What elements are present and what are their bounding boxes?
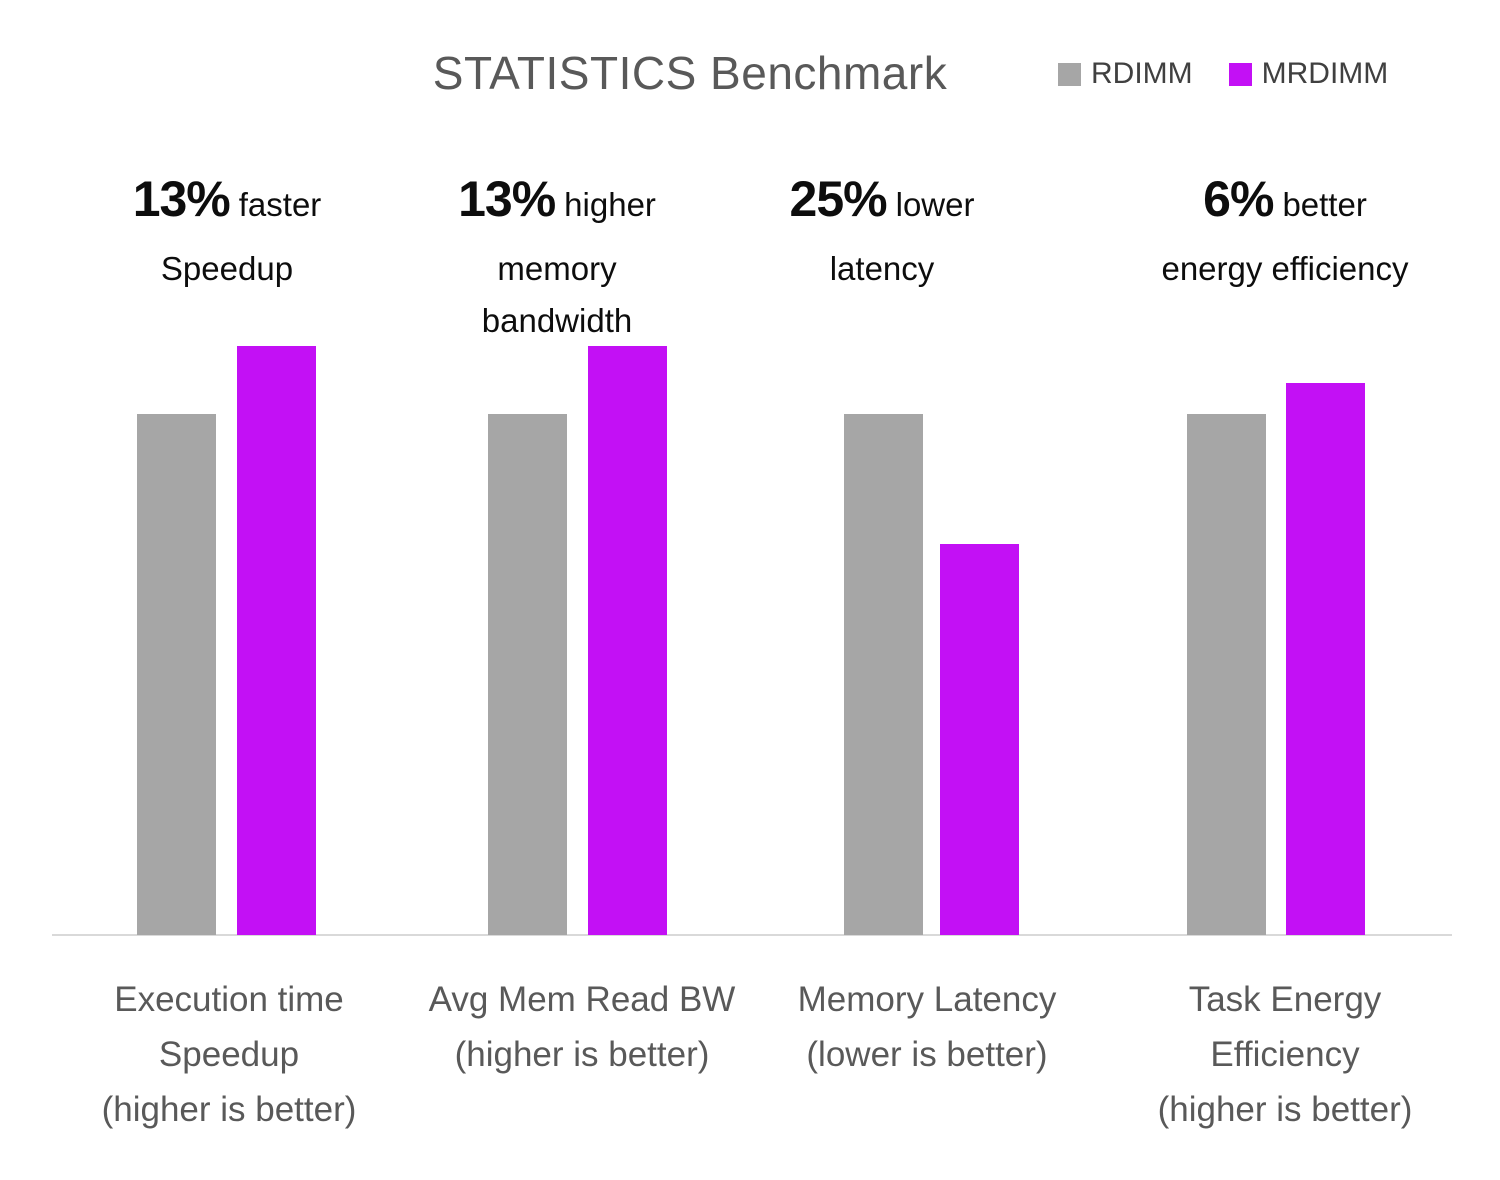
category-label-line: (higher is better): [1157, 1090, 1413, 1129]
category-label-line: (lower is better): [806, 1035, 1048, 1074]
category-label-line: (higher is better): [454, 1035, 710, 1074]
category-label-line: Efficiency: [1210, 1035, 1360, 1074]
annotation-qualifier: higher: [564, 186, 656, 223]
annotation-1: 13% faster Speedup: [17, 168, 437, 295]
category-label-line: Avg Mem Read BW: [428, 980, 736, 1019]
x-axis-line: [52, 934, 1452, 936]
legend-swatch-rdimm: [1058, 62, 1081, 86]
annotation-percentage: 13%: [132, 171, 231, 227]
category-label-line: Speedup: [158, 1035, 300, 1074]
category-label-3: Memory Latency (lower is better): [717, 972, 1137, 1082]
legend-label-mrdimm: MRDIMM: [1261, 57, 1389, 90]
annotation-text-line: energy efficiency: [1161, 250, 1409, 287]
bar-mrdimm-2: [588, 346, 667, 935]
annotation-qualifier: lower: [895, 186, 975, 223]
annotation-qualifier: faster: [238, 186, 322, 223]
annotation-text-line: Speedup: [160, 250, 294, 287]
annotation-text-line: memory: [497, 250, 617, 287]
annotation-3: 25% lower latency: [672, 168, 1092, 295]
category-label-2: Avg Mem Read BW (higher is better): [372, 972, 792, 1082]
bar-rdimm-3: [844, 414, 923, 935]
annotation-headline: 6% better: [1075, 168, 1495, 243]
category-label-line: Execution time: [114, 980, 344, 1019]
annotation-qualifier: better: [1282, 186, 1367, 223]
legend-swatch-mrdimm: [1228, 62, 1252, 86]
annotation-2: 13% higher memory bandwidth: [347, 168, 767, 347]
bar-rdimm-4: [1187, 414, 1266, 935]
bar-rdimm-1: [137, 414, 216, 935]
bar-mrdimm-4: [1286, 383, 1365, 935]
annotation-percentage: 6%: [1203, 171, 1274, 227]
annotation-text-line: bandwidth: [481, 302, 633, 339]
annotation-headline: 13% faster: [17, 168, 437, 243]
annotation-percentage: 13%: [458, 171, 556, 227]
category-label-line: Task Energy: [1188, 980, 1382, 1019]
category-label-4: Task Energy Efficiency (higher is better): [1075, 972, 1495, 1137]
annotation-headline: 25% lower: [672, 168, 1092, 243]
category-label-1: Execution time Speedup (higher is better): [19, 972, 439, 1137]
legend-item-mrdimm: MRDIMM: [1228, 57, 1389, 91]
bar-mrdimm-3: [940, 544, 1019, 935]
annotation-4: 6% better energy efficiency: [1075, 168, 1495, 295]
bar-mrdimm-1: [237, 346, 316, 935]
legend: RDIMM MRDIMM: [1058, 57, 1388, 91]
annotation-percentage: 25%: [789, 171, 888, 227]
category-label-line: Memory Latency: [797, 980, 1057, 1019]
category-label-line: (higher is better): [101, 1090, 357, 1129]
annotation-headline: 13% higher: [347, 168, 767, 243]
annotation-text-line: latency: [829, 250, 935, 287]
bar-rdimm-2: [488, 414, 567, 935]
chart-title: STATISTICS Benchmark: [432, 47, 948, 99]
legend-label-rdimm: RDIMM: [1091, 57, 1193, 90]
legend-item-rdimm: RDIMM: [1058, 57, 1193, 91]
